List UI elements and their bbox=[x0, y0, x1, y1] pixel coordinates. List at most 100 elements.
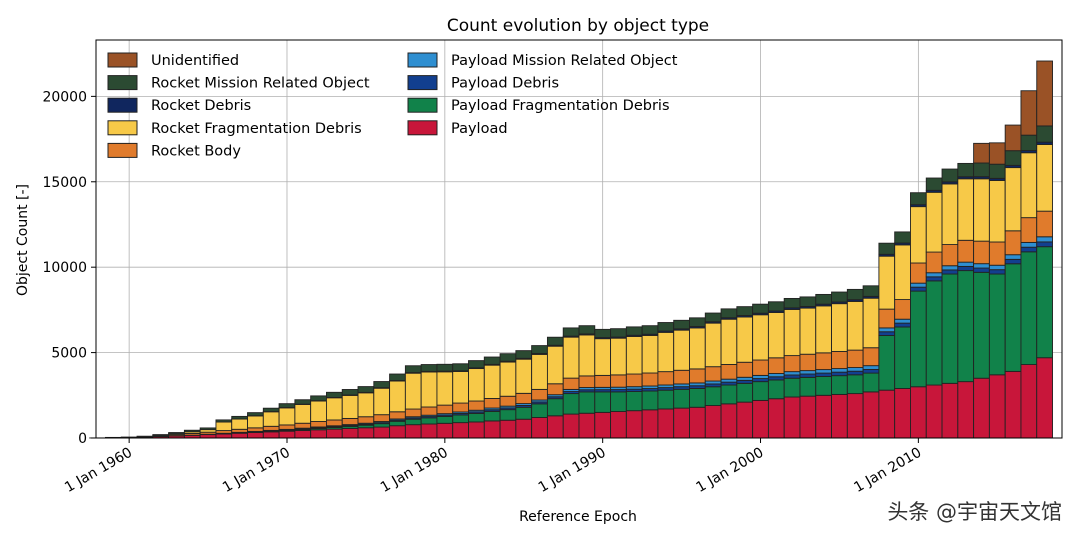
bar-payload bbox=[341, 427, 359, 439]
bar-rocket-body bbox=[1004, 230, 1022, 256]
bar-payload-debris bbox=[862, 368, 880, 374]
bar-rocket-body bbox=[278, 424, 296, 430]
bar-payload-fragmentation-debris bbox=[420, 417, 438, 425]
bar-rocket-fragmentation-debris bbox=[436, 371, 454, 406]
bar-payload bbox=[562, 413, 580, 439]
bar-rocket-mission-related-object bbox=[483, 356, 501, 365]
bar-rocket-mission-related-object bbox=[499, 353, 517, 362]
bar-rocket-mission-related-object bbox=[531, 345, 548, 354]
bar-payload-fragmentation-debris bbox=[767, 379, 785, 400]
bar-payload bbox=[404, 424, 422, 439]
x-tick-label: 1 Jan 2010 bbox=[851, 445, 924, 496]
bar-payload bbox=[468, 421, 485, 439]
y-tick-label: 20000 bbox=[42, 89, 87, 105]
bar-rocket-mission-related-object bbox=[420, 364, 438, 372]
bar-rocket-fragmentation-debris bbox=[468, 368, 485, 402]
bar-payload-fragmentation-debris bbox=[515, 406, 533, 420]
legend-swatch-payload bbox=[407, 120, 438, 136]
bar-rocket-fragmentation-debris bbox=[326, 397, 343, 421]
bar-payload-fragmentation-debris bbox=[704, 386, 722, 406]
bar-rocket-fragmentation-debris bbox=[294, 403, 312, 424]
bar-payload bbox=[657, 408, 675, 439]
bar-payload bbox=[326, 428, 343, 439]
bar-rocket-mission-related-object bbox=[452, 363, 469, 372]
bar-payload bbox=[1036, 357, 1053, 439]
bar-rocket-mission-related-object bbox=[294, 399, 312, 405]
bar-payload bbox=[704, 405, 722, 439]
legend-label-rocket-body: Rocket Body bbox=[151, 143, 241, 159]
bar-rocket-mission-related-object bbox=[767, 301, 785, 312]
bar-payload bbox=[531, 417, 548, 439]
bar-rocket-body bbox=[389, 411, 406, 420]
legend-swatch-payload-debris bbox=[407, 75, 438, 91]
bar-payload-fragmentation-debris bbox=[910, 290, 927, 388]
bar-rocket-mission-related-object bbox=[894, 231, 911, 244]
bar-payload-debris bbox=[941, 269, 959, 275]
bar-rocket-mission-related-object bbox=[310, 395, 327, 402]
bar-payload-fragmentation-debris bbox=[483, 410, 501, 422]
bar-rocket-body bbox=[925, 251, 943, 274]
bar-payload bbox=[641, 409, 659, 439]
bar-rocket-mission-related-object bbox=[404, 365, 422, 374]
bar-rocket-mission-related-object bbox=[594, 328, 612, 339]
bar-rocket-fragmentation-debris bbox=[262, 411, 280, 427]
bar-payload-debris bbox=[988, 269, 1006, 275]
bar-payload bbox=[925, 384, 943, 439]
bar-payload bbox=[783, 396, 801, 439]
y-tick-label: 10000 bbox=[42, 260, 87, 276]
bar-rocket-mission-related-object bbox=[815, 293, 832, 305]
bar-rocket-mission-related-object bbox=[341, 389, 359, 396]
bar-rocket-fragmentation-debris bbox=[562, 336, 580, 379]
bar-rocket-fragmentation-debris bbox=[1036, 144, 1053, 212]
bar-payload-debris bbox=[925, 276, 943, 282]
bar-payload-mission-related-object bbox=[736, 376, 754, 381]
bar-rocket-mission-related-object bbox=[515, 350, 533, 359]
legend-label-unidentified: Unidentified bbox=[151, 53, 239, 69]
bar-payload-fragmentation-debris bbox=[673, 388, 690, 409]
bar-rocket-fragmentation-debris bbox=[910, 206, 927, 264]
bar-rocket-mission-related-object bbox=[799, 296, 817, 307]
bar-payload-debris bbox=[973, 267, 990, 273]
bar-rocket-fragmentation-debris bbox=[673, 329, 690, 371]
bar-payload-mission-related-object bbox=[783, 371, 801, 376]
bar-rocket-body bbox=[689, 368, 706, 384]
bar-rocket-fragmentation-debris bbox=[389, 380, 406, 413]
bar-rocket-body bbox=[420, 406, 438, 416]
bar-payload bbox=[610, 411, 627, 439]
bar-rocket-fragmentation-debris bbox=[452, 371, 469, 404]
bar-payload-mission-related-object bbox=[767, 373, 785, 378]
bar-payload-mission-related-object bbox=[894, 318, 911, 324]
bar-rocket-body bbox=[657, 371, 675, 386]
bar-rocket-mission-related-object bbox=[546, 336, 564, 346]
bar-payload-debris bbox=[1036, 241, 1053, 248]
bar-rocket-mission-related-object bbox=[278, 403, 296, 409]
bar-payload-mission-related-object bbox=[815, 369, 832, 374]
bar-payload-fragmentation-debris bbox=[1020, 251, 1038, 365]
bar-payload bbox=[247, 432, 264, 439]
bar-rocket-mission-related-object bbox=[720, 308, 738, 319]
bar-payload-mission-related-object bbox=[752, 374, 769, 380]
bar-rocket-body bbox=[941, 244, 959, 267]
bar-payload bbox=[389, 425, 406, 439]
bar-rocket-fragmentation-debris bbox=[483, 364, 501, 399]
bar-rocket-fragmentation-debris bbox=[641, 334, 659, 374]
bar-payload bbox=[1004, 370, 1022, 439]
watermark: 头条 @宇宙天文馆 bbox=[887, 500, 1062, 524]
bar-rocket-body bbox=[878, 308, 896, 329]
bar-rocket-fragmentation-debris bbox=[341, 394, 359, 419]
bar-rocket-body bbox=[1036, 210, 1053, 238]
bar-rocket-mission-related-object bbox=[136, 435, 154, 438]
bar-rocket-mission-related-object bbox=[831, 291, 848, 303]
y-axis-title: Object Count [-] bbox=[15, 184, 31, 296]
bar-payload bbox=[420, 423, 438, 439]
bar-rocket-body bbox=[752, 359, 769, 376]
bar-rocket-fragmentation-debris bbox=[831, 303, 848, 352]
bar-payload bbox=[973, 377, 990, 439]
bar-payload-fragmentation-debris bbox=[562, 393, 580, 415]
chart-title: Count evolution by object type bbox=[447, 16, 709, 36]
bar-payload bbox=[831, 393, 848, 439]
bar-rocket-mission-related-object bbox=[910, 192, 927, 206]
bar-payload-fragmentation-debris bbox=[736, 382, 754, 403]
bar-payload-fragmentation-debris bbox=[957, 270, 975, 383]
